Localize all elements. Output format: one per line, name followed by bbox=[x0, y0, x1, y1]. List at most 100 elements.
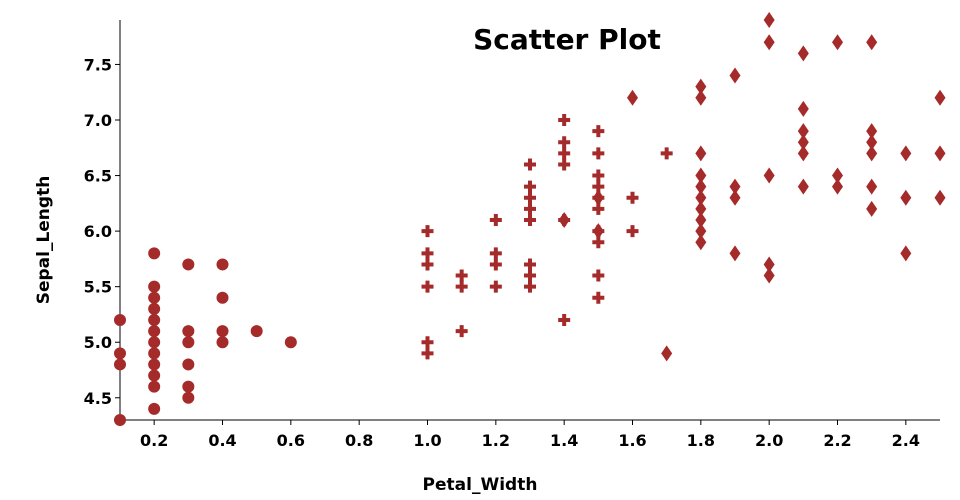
data-point-diamond bbox=[695, 78, 707, 95]
data-point-cross bbox=[421, 247, 434, 260]
data-point-cross bbox=[421, 258, 434, 271]
data-point-diamond bbox=[627, 89, 638, 106]
data-point-diamond bbox=[934, 189, 946, 206]
data-point-diamond bbox=[832, 178, 843, 195]
data-point-circle bbox=[148, 325, 161, 338]
x-tick-label: 0.8 bbox=[345, 431, 373, 450]
data-point-cross bbox=[489, 258, 502, 271]
data-point-circle bbox=[148, 358, 161, 371]
y-axis-label: Sepal_Length bbox=[34, 176, 54, 305]
x-tick-label: 2.0 bbox=[755, 431, 783, 450]
data-point-cross bbox=[558, 114, 571, 126]
data-point-circle bbox=[216, 336, 229, 349]
data-point-diamond bbox=[763, 12, 775, 28]
x-tick-label: 0.4 bbox=[208, 431, 236, 450]
data-point-circle bbox=[284, 336, 297, 349]
data-point-circle bbox=[148, 291, 161, 304]
data-point-circle bbox=[216, 291, 229, 304]
data-point-cross bbox=[421, 347, 434, 360]
data-point-circle bbox=[114, 314, 126, 326]
data-point-cross bbox=[524, 269, 536, 282]
data-point-diamond bbox=[797, 123, 809, 140]
data-point-diamond bbox=[763, 256, 775, 273]
x-tick-label: 0.6 bbox=[277, 431, 305, 450]
data-point-circle bbox=[114, 414, 126, 426]
data-point-diamond bbox=[866, 123, 878, 140]
x-axis-ticks: 0.2 0.4 0.6 0.8 1.0 1.2 1.4 1.6 1.8 2.0 2.2 2.4 bbox=[140, 420, 920, 450]
data-point-circle bbox=[148, 402, 161, 415]
data-point-circle bbox=[148, 247, 161, 260]
data-point-cross bbox=[489, 247, 502, 260]
data-point-diamond bbox=[592, 189, 604, 206]
data-point-diamond bbox=[866, 145, 878, 162]
data-point-cross bbox=[592, 147, 605, 160]
x-tick-label: 0.2 bbox=[140, 431, 168, 450]
data-point-cross bbox=[524, 258, 536, 271]
data-point-cross bbox=[592, 180, 605, 193]
data-point-diamond bbox=[900, 245, 912, 262]
data-point-diamond bbox=[592, 223, 604, 240]
data-point-cross bbox=[626, 225, 639, 238]
data-point-cross bbox=[489, 280, 502, 293]
x-tick-label: 1.2 bbox=[482, 431, 510, 450]
data-point-circle bbox=[216, 325, 229, 338]
y-axis-ticks: 4.5 5.0 5.5 6.0 6.5 7.0 7.5 bbox=[84, 55, 120, 408]
data-point-cross bbox=[489, 214, 502, 226]
data-point-cross bbox=[421, 280, 434, 293]
y-tick-label: 6.0 bbox=[84, 222, 112, 241]
data-point-cross bbox=[592, 202, 605, 215]
data-point-circle bbox=[182, 380, 195, 393]
data-point-diamond bbox=[729, 245, 741, 262]
data-point-circle bbox=[148, 347, 161, 360]
data-point-diamond bbox=[900, 189, 912, 206]
data-point-diamond bbox=[797, 145, 809, 162]
y-tick-label: 4.5 bbox=[84, 389, 112, 408]
data-point-diamond bbox=[866, 200, 878, 217]
x-axis-label: Petal_Width bbox=[423, 475, 538, 495]
data-point-diamond bbox=[832, 34, 843, 51]
data-point-cross bbox=[592, 291, 605, 304]
data-point-diamond bbox=[832, 167, 843, 184]
data-point-cross bbox=[455, 325, 468, 338]
data-point-cross bbox=[558, 158, 571, 171]
data-point-circle bbox=[216, 258, 229, 271]
data-point-diamond bbox=[797, 45, 809, 62]
data-point-circle bbox=[182, 325, 195, 338]
data-point-cross bbox=[592, 236, 605, 249]
data-point-circle bbox=[148, 380, 161, 393]
data-point-diamond bbox=[763, 167, 775, 184]
data-point-diamond bbox=[695, 145, 707, 162]
data-point-circle bbox=[182, 258, 195, 271]
data-point-diamond bbox=[695, 234, 707, 251]
data-point-diamond bbox=[900, 145, 912, 162]
data-point-diamond bbox=[866, 34, 878, 51]
data-point-cross bbox=[592, 125, 605, 138]
data-point-cross bbox=[455, 280, 468, 293]
data-point-cross bbox=[558, 147, 571, 160]
data-point-diamond bbox=[763, 267, 775, 284]
data-point-circle bbox=[114, 358, 126, 371]
data-point-diamond bbox=[729, 67, 741, 84]
data-point-circle bbox=[182, 336, 195, 349]
data-point-cross bbox=[558, 314, 571, 326]
data-point-circle bbox=[148, 336, 161, 349]
data-point-diamond bbox=[695, 212, 707, 228]
data-point-diamond bbox=[866, 134, 878, 151]
data-point-diamond bbox=[729, 189, 741, 206]
data-point-diamond bbox=[797, 100, 809, 117]
data-point-cross bbox=[524, 202, 536, 215]
data-point-cross bbox=[524, 158, 536, 171]
data-point-diamond bbox=[763, 34, 775, 51]
data-point-cross bbox=[455, 269, 468, 282]
data-point-cross bbox=[660, 147, 673, 160]
data-point-cross bbox=[592, 169, 605, 182]
data-point-diamond bbox=[866, 178, 878, 195]
y-tick-label: 6.5 bbox=[84, 167, 112, 186]
data-point-cross bbox=[524, 191, 536, 204]
data-point-cross bbox=[626, 191, 639, 204]
data-point-diamond bbox=[695, 189, 707, 206]
x-tick-label: 1.8 bbox=[687, 431, 715, 450]
data-point-diamond bbox=[934, 145, 946, 162]
data-point-circle bbox=[148, 314, 161, 326]
data-point-diamond bbox=[797, 134, 809, 151]
